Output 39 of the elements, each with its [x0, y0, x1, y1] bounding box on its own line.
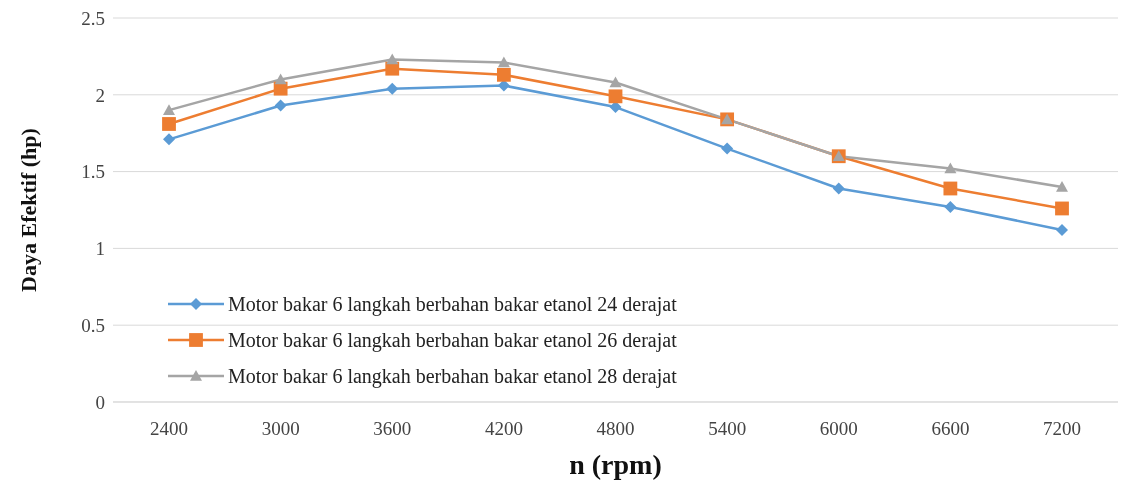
- point: [944, 162, 957, 174]
- x-tick-label: 3600: [373, 418, 412, 440]
- x-tick-label: 4200: [484, 418, 523, 440]
- point: [386, 53, 399, 65]
- point: [832, 182, 845, 195]
- legend-label: Motor bakar 6 langkah berbahan bakar etanol 24 derajat: [228, 292, 677, 316]
- point: [386, 82, 399, 95]
- point: [1056, 180, 1068, 192]
- y-axis-title: Daya Efektif (hp): [15, 128, 41, 292]
- x-axis-title: n (rpm): [569, 449, 662, 480]
- point: [274, 73, 287, 85]
- point: [1055, 201, 1069, 216]
- x-tick-label: 7200: [1043, 418, 1081, 440]
- point: [497, 56, 510, 68]
- point: [274, 99, 287, 112]
- x-tick-label: 2400: [150, 418, 188, 440]
- point: [944, 200, 957, 213]
- x-tick-label: 5400: [708, 418, 747, 440]
- x-tick-label: 4800: [596, 418, 635, 440]
- y-tick-label: 2: [95, 84, 105, 106]
- point: [943, 181, 958, 196]
- point: [609, 76, 622, 88]
- point: [721, 142, 734, 155]
- point: [163, 133, 175, 146]
- y-tick-label: 0.5: [81, 314, 105, 336]
- legend-label: Motor bakar 6 langkah berbahan bakar etanol 28 derajat: [228, 364, 677, 388]
- x-tick-label: 6600: [931, 418, 970, 440]
- y-tick-label: 1.5: [81, 161, 105, 183]
- point: [163, 104, 175, 115]
- x-tick-label: 6000: [819, 418, 858, 440]
- point: [162, 117, 176, 131]
- y-tick-label: 2.5: [81, 7, 105, 29]
- point: [496, 67, 511, 82]
- y-tick-label: 1: [95, 238, 105, 260]
- x-tick-label: 3000: [261, 418, 300, 440]
- point: [608, 89, 623, 104]
- y-tick-label: 0: [95, 391, 105, 413]
- legend-label: Motor bakar 6 langkah berbahan bakar etanol 26 derajat: [228, 328, 677, 352]
- point: [1056, 223, 1068, 236]
